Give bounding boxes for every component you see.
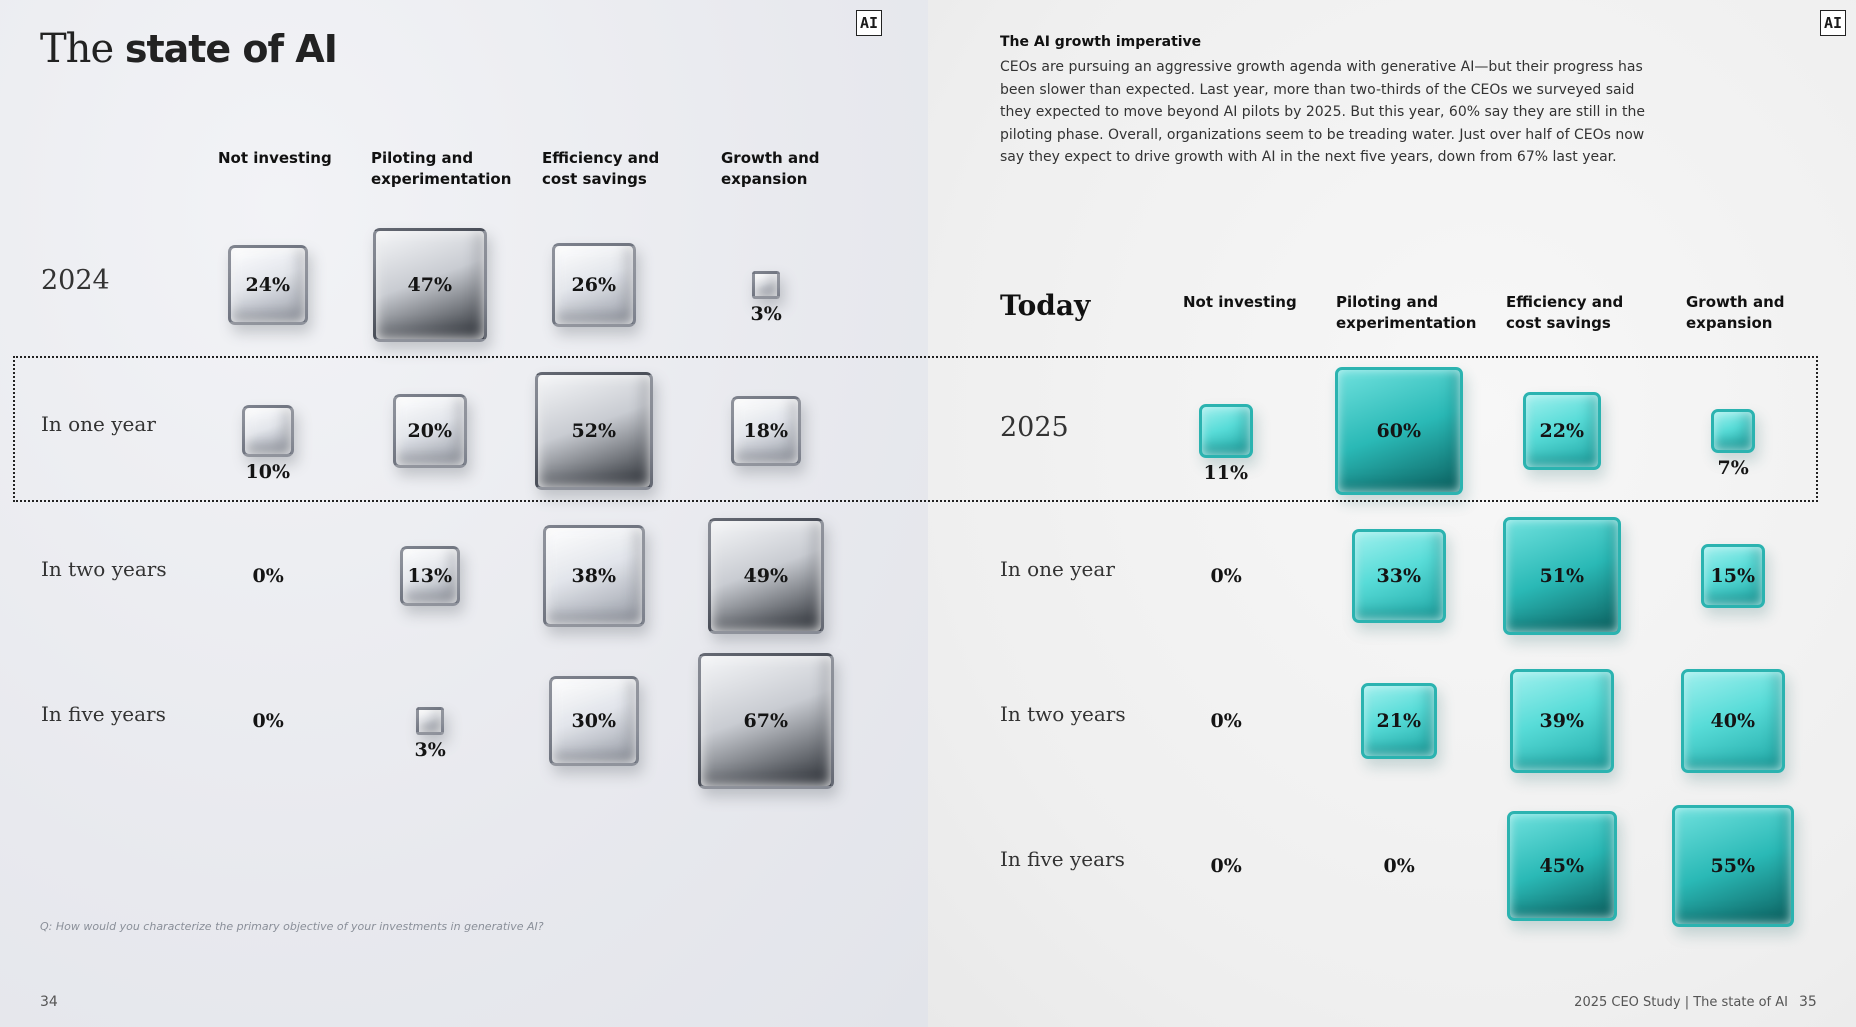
survey-question-footnote: Q: How would you characterize the primar… bbox=[40, 920, 544, 933]
right-row-label-two-years: In two years bbox=[1000, 702, 1126, 726]
left-page: AI The state of AI Not investing Pilotin… bbox=[0, 0, 928, 1027]
left-2024-not-investing-cube bbox=[227, 244, 309, 326]
right-row-label-2025: 2025 bbox=[1000, 412, 1069, 443]
left-one-year-efficiency-value: 52% bbox=[571, 420, 617, 442]
right-five-years-growth-cube bbox=[1671, 804, 1795, 928]
left-2024-growth-value: 3% bbox=[750, 303, 782, 326]
right-one-year-growth-value: 15% bbox=[1710, 565, 1756, 587]
right-two-years-efficiency-cube bbox=[1510, 669, 1614, 773]
ai-logo: AI bbox=[1820, 10, 1846, 36]
right-two-years-efficiency-value: 39% bbox=[1539, 710, 1585, 732]
right-five-years-efficiency-value: 45% bbox=[1539, 855, 1585, 877]
right-one-year-efficiency-value: 51% bbox=[1539, 565, 1585, 587]
right-2025-growth-cube bbox=[1711, 409, 1755, 453]
right-two-years-growth-value: 40% bbox=[1710, 710, 1756, 732]
right-row-label-one-year: In one year bbox=[1000, 557, 1115, 581]
left-five-years-not-investing-value: 0% bbox=[252, 710, 284, 732]
right-2025-not-investing-value: 11% bbox=[1203, 462, 1249, 485]
left-2024-piloting-cube bbox=[373, 228, 487, 342]
left-col-header-efficiency: Efficiency and cost savings bbox=[542, 149, 660, 188]
title-light: The bbox=[40, 26, 114, 72]
left-one-year-growth-value: 18% bbox=[743, 420, 789, 442]
right-col-header-efficiency: Efficiency and cost savings bbox=[1506, 293, 1624, 332]
right-five-years-not-investing-value: 0% bbox=[1210, 855, 1242, 877]
left-five-years-efficiency-value: 30% bbox=[571, 710, 617, 732]
left-two-years-growth-cube bbox=[708, 518, 824, 634]
left-col-header-piloting: Piloting and experimentation bbox=[371, 149, 512, 188]
right-page-number: 35 bbox=[1799, 994, 1817, 1010]
right-one-year-growth-cube bbox=[1701, 544, 1765, 608]
right-five-years-growth-value: 55% bbox=[1710, 855, 1756, 877]
right-one-year-not-investing-value: 0% bbox=[1210, 565, 1242, 587]
left-two-years-not-investing-value: 0% bbox=[252, 565, 284, 587]
left-two-years-piloting-value: 13% bbox=[407, 565, 453, 587]
title-bold: state of AI bbox=[124, 27, 338, 71]
left-row-label-two-years: In two years bbox=[41, 557, 167, 581]
right-two-years-not-investing-value: 0% bbox=[1210, 710, 1242, 732]
report-footer: 2025 CEO Study | The state of AI bbox=[1574, 995, 1788, 1010]
right-row-label-five-years: In five years bbox=[1000, 847, 1125, 871]
section-body-text: CEOs are pursuing an aggressive growth a… bbox=[1000, 59, 1646, 165]
right-2025-not-investing-cube bbox=[1198, 403, 1254, 459]
ai-logo: AI bbox=[856, 10, 882, 36]
left-2024-growth-cube bbox=[751, 270, 781, 300]
right-2025-piloting-cube bbox=[1335, 367, 1463, 495]
right-corner-label-today: Today bbox=[1000, 289, 1091, 322]
left-col-header-not-investing: Not investing bbox=[218, 149, 332, 167]
right-2025-piloting-value: 60% bbox=[1376, 420, 1422, 442]
left-one-year-growth-cube bbox=[730, 395, 801, 466]
right-col-header-not-investing: Not investing bbox=[1183, 293, 1297, 311]
left-two-years-efficiency-cube bbox=[543, 525, 645, 627]
left-2024-efficiency-value: 26% bbox=[571, 274, 617, 296]
current-year-highlight-band bbox=[13, 356, 1818, 502]
left-2024-efficiency-cube bbox=[551, 242, 637, 328]
left-two-years-growth-value: 49% bbox=[743, 565, 789, 587]
left-row-label-five-years: In five years bbox=[41, 702, 166, 726]
left-one-year-piloting-cube bbox=[393, 394, 467, 468]
right-five-years-piloting-value: 0% bbox=[1383, 855, 1415, 877]
left-col-header-growth: Growth and expansion bbox=[721, 149, 820, 188]
right-col-header-growth: Growth and expansion bbox=[1686, 293, 1785, 332]
left-two-years-piloting-cube bbox=[400, 546, 460, 606]
right-2025-efficiency-value: 22% bbox=[1539, 420, 1585, 442]
right-one-year-piloting-value: 33% bbox=[1376, 565, 1422, 587]
left-five-years-growth-value: 67% bbox=[743, 710, 789, 732]
right-2025-efficiency-cube bbox=[1523, 392, 1601, 470]
section-heading: The AI growth imperative bbox=[1000, 34, 1202, 50]
right-one-year-piloting-cube bbox=[1351, 528, 1447, 624]
left-five-years-piloting-value: 3% bbox=[414, 739, 446, 762]
left-2024-piloting-value: 47% bbox=[407, 274, 453, 296]
left-one-year-not-investing-value: 10% bbox=[245, 461, 291, 484]
left-two-years-efficiency-value: 38% bbox=[571, 565, 617, 587]
left-five-years-growth-cube bbox=[698, 653, 834, 789]
left-five-years-piloting-cube bbox=[415, 706, 445, 736]
left-row-label-2024: 2024 bbox=[41, 265, 110, 296]
left-row-label-one-year: In one year bbox=[41, 412, 156, 436]
left-one-year-not-investing-cube bbox=[241, 404, 295, 458]
right-two-years-piloting-cube bbox=[1361, 683, 1437, 759]
right-one-year-efficiency-cube bbox=[1503, 517, 1621, 635]
right-page: AI The AI growth imperative CEOs are pur… bbox=[928, 0, 1856, 1027]
left-page-number: 34 bbox=[40, 994, 58, 1010]
right-two-years-growth-cube bbox=[1680, 668, 1786, 774]
left-2024-not-investing-value: 24% bbox=[245, 274, 291, 296]
right-2025-growth-value: 7% bbox=[1717, 456, 1749, 479]
left-one-year-efficiency-cube bbox=[534, 371, 654, 491]
left-one-year-piloting-value: 20% bbox=[407, 420, 453, 442]
page-title: The state of AI bbox=[40, 26, 338, 72]
right-two-years-piloting-value: 21% bbox=[1376, 710, 1422, 732]
right-col-header-piloting: Piloting and experimentation bbox=[1336, 293, 1477, 332]
right-five-years-efficiency-cube bbox=[1506, 810, 1618, 922]
left-five-years-efficiency-cube bbox=[548, 675, 640, 767]
